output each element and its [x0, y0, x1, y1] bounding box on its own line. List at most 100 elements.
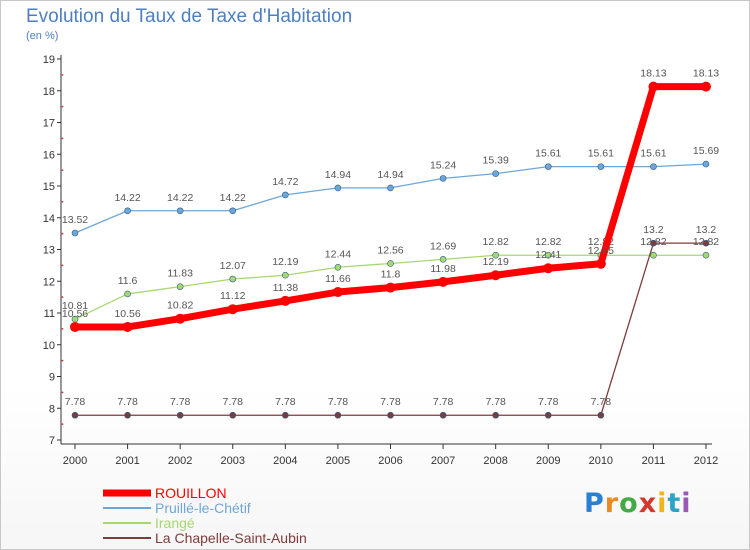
data-label: 10.81: [62, 300, 88, 312]
data-point: [229, 275, 237, 283]
data-label: 7.78: [328, 396, 349, 408]
data-label: 15.61: [588, 148, 614, 160]
data-point: [544, 163, 552, 170]
data-label: 12.56: [377, 244, 403, 256]
logo-letter: t: [667, 488, 682, 519]
data-point: [492, 170, 499, 177]
data-point: [490, 270, 501, 281]
series-0: 10.56 10.56 10.82 11.12 11.38 11.66 11.8 11.98 1…: [62, 68, 719, 332]
data-label: 13.52: [62, 214, 88, 226]
y-tick-label: 7: [49, 435, 55, 447]
y-tick-label: 15: [43, 181, 55, 193]
data-point: [439, 256, 447, 263]
data-point: [124, 290, 131, 298]
data-point: [71, 411, 79, 419]
data-point: [176, 411, 184, 419]
data-point: [439, 175, 447, 182]
logo-letter: P: [584, 488, 605, 519]
y-minor-dot: [61, 200, 64, 203]
data-point: [282, 191, 289, 199]
x-tick-label: 2005: [326, 455, 350, 467]
data-label: 12.69: [430, 240, 456, 252]
y-minor-dot: [61, 232, 64, 235]
data-point: [229, 411, 237, 419]
y-minor-dot: [61, 264, 64, 267]
data-label: 13.2: [643, 224, 664, 236]
data-point: [334, 411, 342, 419]
data-label: 7.78: [275, 396, 296, 408]
data-point: [544, 251, 552, 259]
data-label: 7.78: [117, 396, 138, 408]
y-minor-dot: [61, 359, 64, 362]
data-point: [387, 260, 394, 267]
data-label: 11.6: [118, 275, 138, 287]
data-label: 14.72: [272, 176, 298, 188]
data-label: 11.83: [167, 268, 193, 280]
data-label: 7.78: [170, 396, 191, 408]
data-point: [71, 229, 79, 237]
data-point: [387, 411, 394, 419]
x-tick-label: 2000: [63, 455, 87, 467]
data-label: 14.94: [325, 169, 351, 181]
x-tick-label: 2006: [378, 455, 402, 467]
y-tick-label: 10: [43, 340, 55, 352]
data-point: [70, 321, 80, 332]
logo-letter: o: [619, 488, 639, 519]
data-label: 12.55: [588, 245, 614, 257]
data-label: 12.44: [325, 248, 351, 260]
data-point: [650, 163, 657, 170]
data-point: [175, 313, 186, 324]
data-label: 7.78: [65, 396, 86, 408]
y-minor-dot: [61, 137, 64, 140]
data-point: [387, 184, 394, 192]
chart-title: Evolution du Taux de Taxe d'Habitation: [26, 6, 353, 27]
data-label: 15.61: [640, 148, 666, 160]
y-minor-dot: [61, 169, 64, 172]
data-label: 7.78: [380, 396, 401, 408]
data-point: [597, 411, 605, 419]
data-label: 10.56: [114, 308, 140, 320]
y-tick-label: 11: [44, 308, 55, 320]
legend-label: ROUILLON: [155, 485, 227, 501]
y-tick-label: 16: [43, 149, 55, 161]
x-tick-label: 2009: [536, 455, 560, 467]
data-label: 18.13: [693, 68, 719, 80]
y-tick-label: 14: [43, 213, 55, 225]
data-point: [438, 276, 449, 287]
data-point: [701, 81, 711, 92]
data-point: [544, 411, 552, 419]
data-label: 13.2: [696, 224, 717, 236]
data-label: 12.07: [220, 260, 246, 272]
y-minor-dot: [61, 105, 64, 108]
data-point: [385, 282, 396, 293]
data-label: 15.61: [535, 148, 561, 160]
x-tick-label: 2007: [431, 455, 455, 467]
logo-letter: i: [657, 488, 668, 519]
data-label: 15.69: [693, 145, 719, 157]
logo-letter: i: [681, 488, 692, 519]
x-tick-label: 2002: [168, 455, 192, 467]
chart-unit-label: (en %): [26, 30, 59, 42]
y-minor-dot: [61, 296, 64, 299]
data-point: [124, 207, 131, 215]
series-1: 13.52 14.22 14.22 14.22 14.72 14.94 14.94 15.24…: [62, 145, 719, 237]
y-tick-label: 19: [43, 54, 55, 66]
data-label: 11.38: [273, 282, 299, 294]
data-label: 12.82: [483, 236, 509, 248]
series-3: 7.78 7.78 7.78 7.78 7.78 7.78 7.78 7.78 7.78 7.78…: [65, 224, 717, 419]
data-point: [229, 207, 237, 215]
data-point: [492, 251, 499, 259]
data-label: 12.19: [272, 256, 298, 268]
data-label: 14.22: [220, 192, 246, 204]
data-point: [282, 271, 289, 279]
data-point: [648, 81, 659, 92]
y-tick-label: 12: [43, 276, 55, 288]
x-tick-label: 2010: [589, 455, 613, 467]
data-point: [595, 258, 606, 269]
data-point: [334, 184, 342, 192]
x-tick-label: 2004: [273, 455, 297, 467]
data-label: 14.22: [167, 192, 193, 204]
data-label: 15.24: [430, 159, 456, 171]
x-tick-label: 2011: [642, 455, 666, 467]
